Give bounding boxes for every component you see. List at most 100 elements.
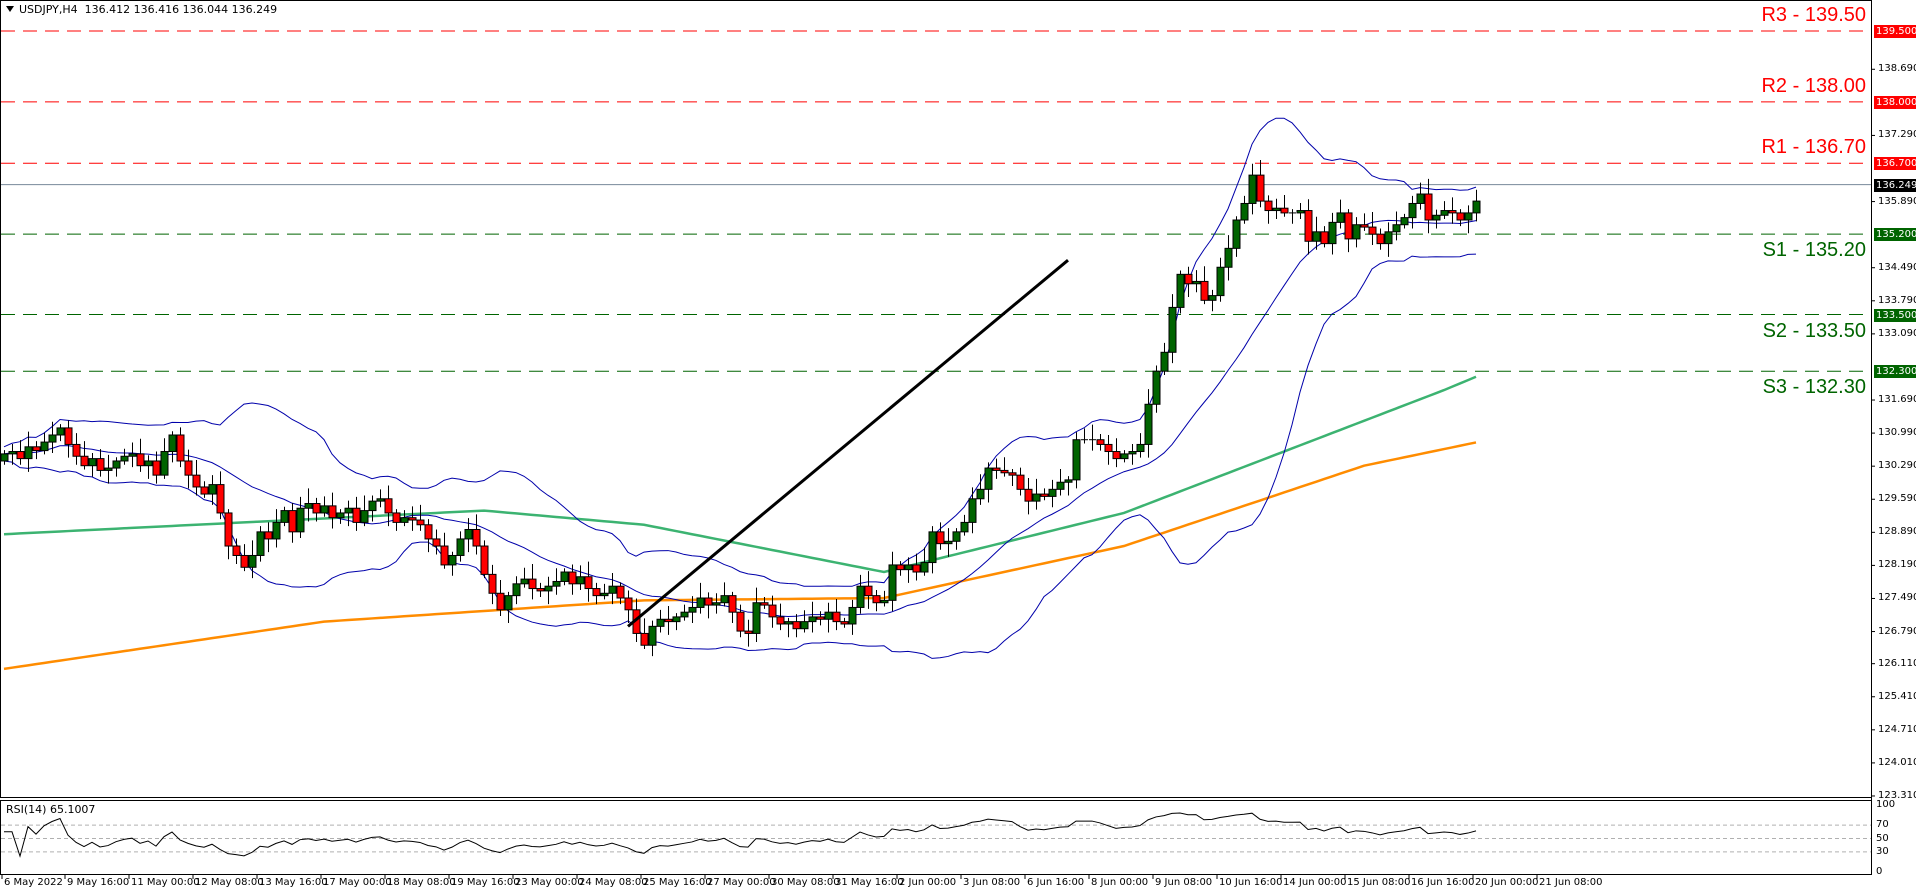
- time-tick-label: 9 Jun 08:00: [1155, 877, 1213, 888]
- ohlc-values: 136.412 136.416 136.044 136.249: [84, 3, 278, 16]
- candle-bull: [976, 488, 985, 500]
- candle-bull: [1072, 439, 1081, 481]
- candle-bull: [56, 427, 65, 436]
- price-tick-label: 124.710: [1878, 723, 1916, 735]
- candle-bull: [0, 453, 9, 462]
- price-tick-label: 130.290: [1878, 460, 1916, 472]
- candle-bear: [864, 585, 873, 597]
- time-tick-label: 30 May 08:00: [771, 877, 840, 888]
- time-tick-label: 10 Jun 16:00: [1219, 877, 1283, 888]
- candle-bull: [968, 498, 977, 523]
- candle-bull: [1216, 266, 1225, 297]
- candle-bear: [152, 460, 161, 476]
- candle-bear: [624, 597, 633, 611]
- candle-bear: [1368, 226, 1377, 235]
- candle-bull: [1336, 212, 1345, 223]
- candle-bull: [544, 585, 553, 592]
- candle-bear: [480, 545, 489, 575]
- candle-bull: [1384, 231, 1393, 245]
- candle-bull: [504, 595, 513, 611]
- candle-bear: [264, 531, 273, 540]
- trendline[interactable]: [627, 259, 1069, 628]
- level-label-s2: S2 - 133.50: [1762, 319, 1866, 342]
- candle-bear: [1424, 193, 1433, 221]
- level-badge-s3: 132.300: [1874, 365, 1916, 379]
- level-badge-s1: 135.200: [1874, 228, 1916, 242]
- time-tick-label: 9 May 16:00: [67, 877, 130, 888]
- level-label-r1: R1 - 136.70: [1761, 136, 1866, 159]
- candle-bull: [336, 512, 345, 519]
- candle-bull: [1144, 403, 1153, 445]
- candle-bull: [1152, 370, 1161, 405]
- candle-bear: [536, 588, 545, 592]
- candle-bull: [720, 595, 729, 604]
- time-tick-label: 8 Jun 00:00: [1091, 877, 1149, 888]
- candle-bear: [1264, 200, 1273, 212]
- candle-bear: [1304, 210, 1313, 242]
- price-tick-label: 134.490: [1878, 261, 1916, 273]
- candle-bear: [1104, 443, 1113, 453]
- time-tick-label: 17 May 00:00: [323, 877, 392, 888]
- candle-bear: [1360, 224, 1369, 228]
- candle-bear: [816, 616, 825, 620]
- time-tick-label: 31 May 16:00: [835, 877, 904, 888]
- candle-bull: [1064, 479, 1073, 483]
- time-tick-label: 13 May 16:00: [259, 877, 328, 888]
- candle-bull: [1400, 217, 1409, 226]
- candle-bull: [112, 460, 121, 469]
- time-tick-label: 11 May 00:00: [131, 877, 200, 888]
- candle-bear: [704, 597, 713, 606]
- candle-bear: [1376, 233, 1385, 245]
- rsi-axis-label: 100: [1876, 799, 1896, 810]
- candle-bear: [896, 564, 905, 571]
- candle-bear: [440, 545, 449, 566]
- dropdown-triangle-icon[interactable]: [6, 6, 14, 12]
- rsi-axis-label: 70: [1876, 819, 1889, 831]
- candle-bear: [224, 512, 233, 547]
- candle-bull: [40, 441, 49, 452]
- candle-bear: [496, 592, 505, 611]
- candle-bull: [512, 583, 521, 597]
- candle-bull: [1472, 200, 1481, 214]
- candle-bear: [912, 564, 921, 573]
- candle-bear: [488, 573, 497, 594]
- candle-bull: [24, 446, 33, 460]
- price-tick-label: 133.090: [1878, 327, 1916, 339]
- price-tick-label: 138.690: [1878, 63, 1916, 75]
- candle-bull: [1416, 193, 1425, 204]
- rsi-axis-label: 50: [1876, 832, 1889, 844]
- candle-bear: [352, 507, 361, 523]
- candle-bull: [1048, 488, 1057, 497]
- rsi-axis-label: 0: [1876, 866, 1883, 877]
- candle-bear: [416, 519, 425, 526]
- price-tick-label: 129.590: [1878, 493, 1916, 505]
- candle-bear: [312, 503, 321, 514]
- time-tick-label: 19 May 16:00: [451, 877, 520, 888]
- time-tick-label: 20 Jun 00:00: [1475, 877, 1539, 888]
- price-tick-label: 125.410: [1878, 690, 1916, 702]
- candle-bull: [552, 580, 561, 587]
- candle-bear: [640, 632, 649, 646]
- time-tick-label: 27 May 00:00: [707, 877, 776, 888]
- candle-bull: [1312, 231, 1321, 242]
- candle-bull: [808, 616, 817, 623]
- candle-bear: [96, 458, 105, 471]
- candle-bull: [1432, 214, 1441, 221]
- candle-bear: [592, 588, 601, 597]
- candle-bull: [600, 592, 609, 597]
- candle-bull: [1192, 280, 1201, 285]
- candle-bull: [824, 611, 833, 620]
- level-badge-r2: 138.000: [1874, 95, 1916, 109]
- candle-bull: [856, 585, 865, 608]
- candle-bull: [1352, 224, 1361, 240]
- candle-bear: [32, 446, 41, 452]
- price-tick-label: 126.110: [1878, 657, 1916, 669]
- candle-bear: [664, 618, 673, 623]
- time-tick-label: 6 Jun 16:00: [1027, 877, 1085, 888]
- candle-bear: [840, 621, 849, 625]
- candle-bull: [1032, 493, 1041, 502]
- price-tick-label: 135.890: [1878, 195, 1916, 207]
- level-label-r2: R2 - 138.00: [1761, 74, 1866, 97]
